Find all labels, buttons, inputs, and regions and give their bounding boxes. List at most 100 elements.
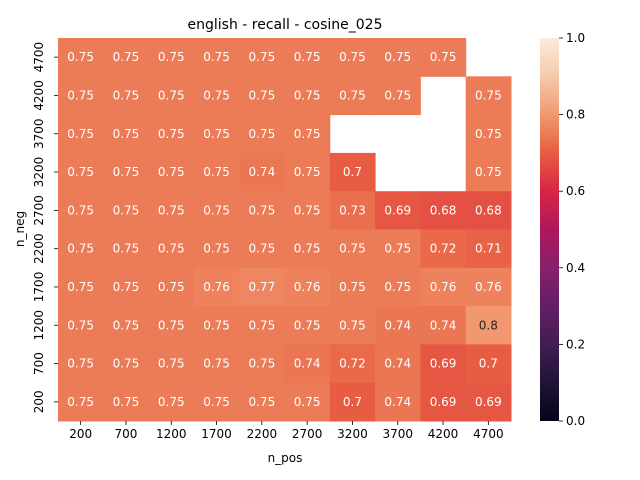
heatmap-cell — [193, 76, 240, 116]
cell-value-label: 0.75 — [113, 357, 140, 371]
cell-value-label: 0.75 — [248, 50, 275, 64]
y-tick-label: 700 — [32, 352, 46, 375]
heatmap-cell — [239, 114, 285, 154]
heatmap-cell — [465, 152, 512, 192]
cell-value-label: 0.75 — [248, 88, 275, 102]
heatmap-cell — [58, 76, 104, 116]
heatmap-cell — [284, 191, 331, 230]
heatmap-cell — [329, 191, 376, 230]
colorbar — [540, 38, 559, 421]
cell-value-label: 0.75 — [294, 203, 321, 217]
heatmap-cell — [420, 229, 467, 269]
cell-value-label: 0.75 — [384, 280, 411, 294]
y-tick-label: 200 — [32, 390, 46, 413]
cell-value-label: 0.75 — [158, 50, 185, 64]
heatmap-cell — [375, 38, 421, 77]
cell-value-label: 0.75 — [158, 127, 185, 141]
cell-value-label: 0.75 — [158, 318, 185, 332]
heatmap-cell — [329, 76, 376, 116]
y-tick-label: 1200 — [32, 310, 46, 341]
cell-value-label: 0.75 — [203, 165, 230, 179]
heatmap-cell — [239, 306, 285, 345]
cell-value-label: 0.75 — [158, 88, 185, 102]
heatmap-cell — [329, 382, 376, 422]
heatmap-cell — [375, 306, 421, 345]
cell-value-label: 0.76 — [475, 280, 502, 294]
cell-value-label: 0.75 — [248, 357, 275, 371]
cell-value-label: 0.75 — [113, 165, 140, 179]
heatmap-cell — [329, 229, 376, 269]
heatmap-cell — [103, 152, 150, 192]
colorbar-tick-label: 0.0 — [566, 414, 585, 428]
y-tick-label: 3700 — [32, 118, 46, 149]
cell-value-label: 0.77 — [248, 280, 275, 294]
cell-value-label: 0.68 — [430, 203, 457, 217]
cell-value-label: 0.75 — [113, 50, 140, 64]
cell-value-label: 0.68 — [475, 203, 502, 217]
colorbar-tick-label: 1.0 — [566, 31, 585, 45]
heatmap-cell — [148, 267, 195, 307]
heatmap-cell — [284, 38, 331, 77]
cell-value-label: 0.75 — [294, 242, 321, 256]
heatmap-cell — [284, 229, 331, 269]
cell-value-label: 0.71 — [475, 242, 502, 256]
heatmap-cell — [465, 76, 512, 116]
x-tick-label: 3200 — [337, 427, 368, 441]
heatmap-cell — [375, 344, 421, 384]
heatmap-cell — [58, 152, 104, 192]
cell-value-label: 0.75 — [113, 318, 140, 332]
cell-value-label: 0.75 — [158, 395, 185, 409]
cell-value-label: 0.75 — [294, 165, 321, 179]
heatmap-cell — [193, 191, 240, 230]
colorbar-tick-label: 0.2 — [566, 337, 585, 351]
cell-value-label: 0.75 — [203, 50, 230, 64]
cell-value-label: 0.75 — [339, 318, 366, 332]
heatmap-cell — [148, 114, 195, 154]
heatmap-cell — [420, 38, 467, 77]
x-tick-label: 200 — [69, 427, 92, 441]
heatmap-cell — [239, 76, 285, 116]
chart-title: english - recall - cosine_025 — [188, 17, 383, 33]
heatmap-cell — [420, 382, 467, 422]
heatmap-cell — [329, 38, 376, 77]
heatmap-cell — [103, 344, 150, 384]
cell-value-label: 0.75 — [294, 88, 321, 102]
heatmap-cell — [193, 344, 240, 384]
y-axis-label: n_neg — [13, 211, 27, 247]
heatmap-cell — [58, 344, 104, 384]
heatmap-cell — [420, 267, 467, 307]
cell-value-label: 0.75 — [113, 88, 140, 102]
heatmap-cell — [239, 229, 285, 269]
heatmap-cell — [239, 382, 285, 422]
heatmap-cell — [465, 191, 512, 230]
cell-value-label: 0.75 — [475, 127, 502, 141]
cell-value-label: 0.75 — [113, 203, 140, 217]
y-tick-label: 1700 — [32, 272, 46, 303]
heatmap-cell — [375, 76, 421, 116]
cell-value-label: 0.75 — [203, 395, 230, 409]
heatmap-cell — [193, 152, 240, 192]
cell-value-label: 0.75 — [294, 50, 321, 64]
x-tick-label: 4700 — [473, 427, 504, 441]
cell-value-label: 0.75 — [430, 50, 457, 64]
cell-value-label: 0.75 — [203, 127, 230, 141]
cell-value-label: 0.75 — [203, 357, 230, 371]
cell-value-label: 0.75 — [203, 242, 230, 256]
cell-value-label: 0.69 — [384, 203, 411, 217]
heatmap-cell — [58, 229, 104, 269]
cell-value-label: 0.75 — [339, 88, 366, 102]
y-axis-ticks: 4700 4200 3700 3200 2700 2200 1700 1200 700 200 — [32, 42, 58, 413]
heatmap-cell — [239, 267, 285, 307]
cell-value-label: 0.75 — [158, 357, 185, 371]
heatmap-cell — [375, 191, 421, 230]
cell-value-label: 0.75 — [203, 88, 230, 102]
cell-value-label: 0.75 — [248, 127, 275, 141]
cell-value-label: 0.8 — [479, 318, 498, 332]
cell-value-label: 0.75 — [294, 127, 321, 141]
heatmap-cell — [284, 152, 331, 192]
cell-value-label: 0.75 — [248, 242, 275, 256]
heatmap-cell — [103, 229, 150, 269]
cell-value-label: 0.75 — [113, 395, 140, 409]
heatmap-cell — [58, 382, 104, 422]
heatmap-cell — [193, 306, 240, 345]
